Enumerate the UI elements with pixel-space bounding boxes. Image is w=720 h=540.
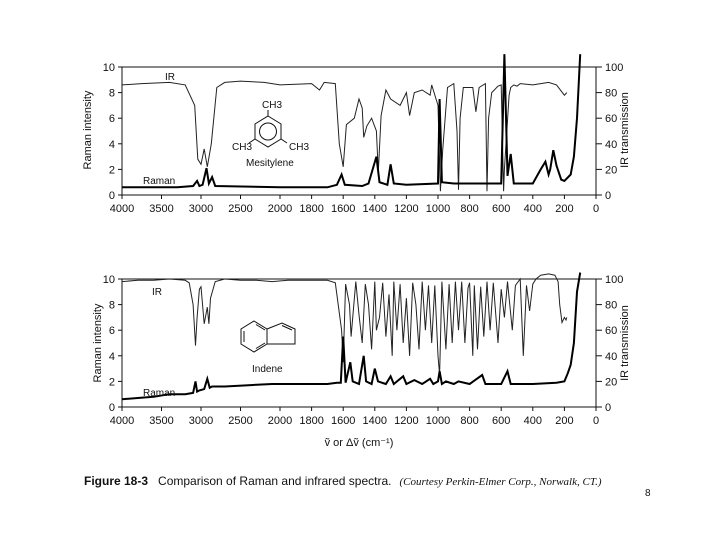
left-tick-label: 6 — [109, 325, 115, 337]
x-axis-label: ṽ or Δṽ (cm⁻¹) — [325, 437, 394, 449]
x-tick-label: 4000 — [110, 203, 134, 215]
x-tick-label: 1000 — [426, 415, 450, 427]
x-tick-label: 3500 — [149, 415, 173, 427]
x-tick-label: 400 — [524, 203, 542, 215]
right-tick-label: 100 — [605, 62, 623, 74]
indene-structure — [240, 320, 296, 353]
left-axis-label: Raman intensity — [82, 90, 94, 169]
x-tick-label: 1400 — [363, 203, 387, 215]
caption-credit: (Courtesy Perkin-Elmer Corp., Norwalk, C… — [399, 476, 602, 488]
plot-frame — [121, 66, 597, 196]
mesitylene-structure — [248, 110, 288, 148]
right-tick-label: 0 — [605, 190, 611, 202]
x-tick-label: 2500 — [228, 203, 252, 215]
right-tick-label: 20 — [605, 164, 617, 176]
x-tick-label: 1200 — [394, 415, 418, 427]
left-tick-label: 4 — [109, 351, 115, 363]
right-tick-label: 60 — [605, 113, 617, 125]
x-tick-label: 3000 — [189, 203, 213, 215]
x-tick-label: 3500 — [149, 203, 173, 215]
page-number: 8 — [645, 488, 651, 499]
caption-text: Comparison of Raman and infrared spectra… — [158, 474, 392, 488]
methyl-label-right: CH3 — [289, 142, 309, 153]
x-tick-label: 1600 — [331, 415, 355, 427]
molecule-name: Indene — [252, 364, 283, 375]
ir-series-label: IR — [165, 72, 175, 83]
x-tick-label: 1400 — [363, 415, 387, 427]
right-tick-label: 80 — [605, 88, 617, 100]
right-tick-label: 60 — [605, 325, 617, 337]
right-tick-label: 40 — [605, 139, 617, 151]
left-tick-label: 8 — [109, 88, 115, 100]
figure-caption: Figure 18-3 Comparison of Raman and infra… — [84, 472, 604, 491]
left-tick-label: 0 — [109, 190, 115, 202]
left-axis-label: Raman intensity — [92, 303, 104, 382]
raman-series-line — [121, 272, 582, 401]
right-tick-label: 0 — [605, 402, 611, 414]
x-tick-label: 600 — [492, 203, 510, 215]
raman-series-label: Raman — [143, 388, 175, 399]
right-tick-label: 40 — [605, 351, 617, 363]
x-tick-label: 1800 — [299, 203, 323, 215]
x-tick-label: 1600 — [331, 203, 355, 215]
x-tick-label: 3000 — [189, 415, 213, 427]
ir-series-label: IR — [152, 287, 162, 298]
raman-series-line — [122, 54, 582, 189]
left-tick-label: 2 — [109, 164, 115, 176]
x-tick-label: 2000 — [268, 415, 292, 427]
ir-series-line — [121, 80, 568, 192]
x-tick-label: 1200 — [394, 203, 418, 215]
left-tick-label: 4 — [109, 139, 115, 151]
left-tick-label: 0 — [109, 402, 115, 414]
x-tick-label: 2000 — [268, 203, 292, 215]
methyl-label-top: CH3 — [262, 100, 282, 111]
left-tick-label: 10 — [103, 274, 115, 286]
right-axis-label: IR transmission — [619, 92, 631, 168]
x-tick-label: 4000 — [110, 415, 134, 427]
left-tick-label: 6 — [109, 113, 115, 125]
mesitylene-panel: Raman intensity IR transmission 0246810 … — [82, 54, 631, 215]
right-axis-label: IR transmission — [619, 305, 631, 381]
indene-panel: Raman intensity IR transmission 0246810 … — [92, 272, 631, 449]
x-tick-label: 200 — [555, 415, 573, 427]
left-tick-label: 8 — [109, 300, 115, 312]
right-tick-label: 80 — [605, 300, 617, 312]
left-tick-label: 10 — [103, 62, 115, 74]
x-tick-label: 0 — [593, 415, 599, 427]
right-tick-label: 100 — [605, 274, 623, 286]
x-tick-label: 200 — [555, 203, 573, 215]
x-tick-label: 2500 — [228, 415, 252, 427]
x-tick-label: 400 — [524, 415, 542, 427]
x-tick-label: 800 — [460, 415, 478, 427]
x-tick-label: 1000 — [426, 203, 450, 215]
plot-frame — [121, 278, 597, 408]
right-tick-label: 20 — [605, 376, 617, 388]
x-tick-label: 600 — [492, 415, 510, 427]
raman-series-label: Raman — [143, 176, 175, 187]
ir-series-line — [121, 273, 568, 376]
x-tick-label: 800 — [460, 203, 478, 215]
x-tick-label: 0 — [593, 203, 599, 215]
methyl-label-left: CH3 — [232, 142, 252, 153]
figure-number: Figure 18-3 — [84, 474, 149, 488]
molecule-name: Mesitylene — [246, 158, 294, 169]
left-tick-label: 2 — [109, 376, 115, 388]
x-tick-label: 1800 — [299, 415, 323, 427]
